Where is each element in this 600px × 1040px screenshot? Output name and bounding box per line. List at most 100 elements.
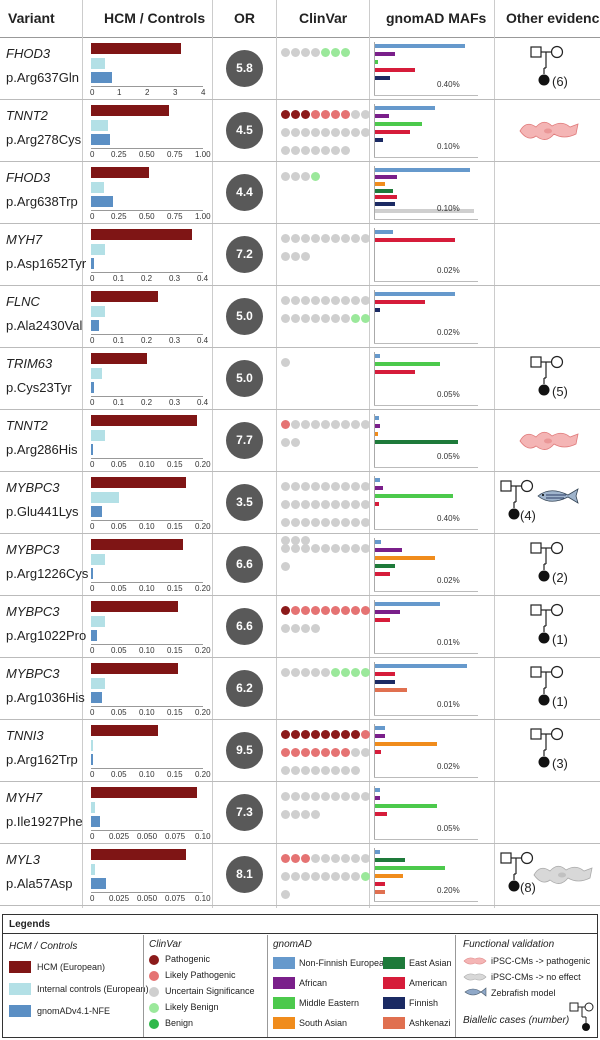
maf-baseline	[374, 529, 478, 530]
tick-label: 1.00	[195, 212, 211, 221]
controls-bar	[91, 616, 105, 627]
odds-ratio-badge: 9.5	[226, 732, 263, 769]
clinvar-dot	[331, 792, 340, 801]
protein-change: p.Arg278Cys	[6, 132, 82, 147]
legend-gnomad-swatch	[383, 977, 405, 989]
tick-label: 0.15	[167, 460, 183, 469]
clinvar-dot	[311, 48, 320, 57]
clinvar-dot	[291, 172, 300, 181]
protein-change: p.Arg1022Pro	[6, 628, 87, 643]
maf-value: 0.02%	[437, 328, 460, 337]
odds-ratio-badge: 5.0	[226, 298, 263, 335]
maf-axis	[374, 104, 375, 158]
clinvar-dot	[351, 110, 360, 119]
clinvar-dot	[331, 296, 340, 305]
maf-axis	[374, 786, 375, 840]
x-axis	[91, 706, 203, 707]
clinvar-dot	[301, 234, 310, 243]
tick-label: 0.25	[111, 150, 127, 159]
clinvar-dot	[321, 420, 330, 429]
zebrafish-icon	[464, 987, 487, 997]
odds-ratio-badge: 6.6	[226, 608, 263, 645]
clinvar-dot	[301, 792, 310, 801]
clinvar-dot	[311, 872, 320, 881]
clinvar-dot	[341, 792, 350, 801]
maf-bar-nfe	[375, 726, 385, 730]
gene-name: MYBPC3	[6, 666, 60, 681]
maf-bar-finnish	[375, 202, 395, 207]
clinvar-dot	[331, 766, 340, 775]
maf-baseline	[374, 777, 478, 778]
tick-label: 0.75	[167, 212, 183, 221]
clinvar-dot	[321, 668, 330, 677]
legend-gnomad-nfe-swatch	[9, 1005, 31, 1017]
tick-label: 0	[90, 150, 95, 159]
clinvar-dot	[331, 518, 340, 527]
tick-label: 0.20	[195, 460, 211, 469]
gnomad-nfe-bar	[91, 506, 103, 517]
clinvar-dot	[311, 668, 320, 677]
tick-label: 0.20	[195, 770, 211, 779]
maf-bar-african	[375, 424, 380, 428]
gnomad-nfe-bar	[91, 878, 106, 889]
clinvar-dot	[291, 438, 300, 447]
legend-gnomad-swatch	[273, 997, 295, 1009]
clinvar-dots	[281, 354, 373, 372]
clinvar-dot	[281, 438, 290, 447]
maf-bar-nfe	[375, 168, 470, 172]
ipsc-no-effect-icon	[463, 973, 487, 981]
tick-label: 0.20	[195, 708, 211, 717]
evidence-cell: (8)	[498, 850, 593, 907]
maf-value: 0.40%	[437, 514, 460, 523]
maf-bar-south-asian	[375, 432, 378, 436]
clinvar-dot	[331, 48, 340, 57]
clinvar-dot	[281, 748, 290, 757]
x-axis	[91, 582, 203, 583]
tick-label: 0.1	[113, 398, 125, 407]
clinvar-dot	[351, 518, 360, 527]
maf-bar-nfe	[375, 478, 380, 482]
hcm-bar	[91, 601, 178, 612]
legend-clinvar-label: Likely Benign	[165, 1002, 219, 1012]
clinvar-dot	[301, 766, 310, 775]
maf-value: 0.02%	[437, 762, 460, 771]
clinvar-dot	[291, 606, 300, 615]
x-axis	[91, 644, 203, 645]
protein-change: p.Arg1036His	[6, 690, 85, 705]
clinvar-dot	[291, 420, 300, 429]
clinvar-dot	[291, 792, 300, 801]
clinvar-dot	[351, 606, 360, 615]
tick-label: 4	[201, 88, 206, 97]
tick-label: 0.4	[197, 274, 209, 283]
maf-bar-american	[375, 68, 415, 72]
legend-controls-label: Internal controls (European)	[37, 984, 149, 994]
clinvar-dot	[311, 766, 320, 775]
legend-gnomad-label: Finnish	[409, 998, 439, 1008]
tick-label: 0.05	[111, 646, 127, 655]
protein-change: p.Arg162Trp	[6, 752, 78, 767]
legend-gnomad-swatch	[383, 957, 405, 969]
legend-fv-ipsc-pathogenic: iPSC-CMs -> pathogenic	[491, 956, 591, 966]
clinvar-dot	[281, 420, 290, 429]
column-divider	[494, 0, 495, 908]
clinvar-dot	[291, 668, 300, 677]
gnomad-nfe-bar	[91, 258, 94, 269]
clinvar-dot	[341, 668, 350, 677]
controls-bar	[91, 864, 96, 875]
biallelic-case-count: (6)	[552, 74, 568, 89]
tick-label: 0.3	[169, 336, 181, 345]
maf-baseline	[374, 95, 478, 96]
maf-bar-african	[375, 114, 389, 118]
clinvar-dot	[301, 872, 310, 881]
legend-gnomad-swatch	[273, 977, 295, 989]
clinvar-dot	[291, 500, 300, 509]
tick-label: 1.00	[195, 150, 211, 159]
x-axis	[91, 892, 203, 893]
clinvar-dot	[291, 146, 300, 155]
clinvar-dot	[281, 314, 290, 323]
tick-label: 0.10	[139, 708, 155, 717]
maf-bar-american	[375, 882, 385, 886]
legend-clinvar-dot	[149, 971, 159, 981]
maf-bar-middle-eastern	[375, 362, 440, 366]
clinvar-dot	[281, 562, 290, 571]
